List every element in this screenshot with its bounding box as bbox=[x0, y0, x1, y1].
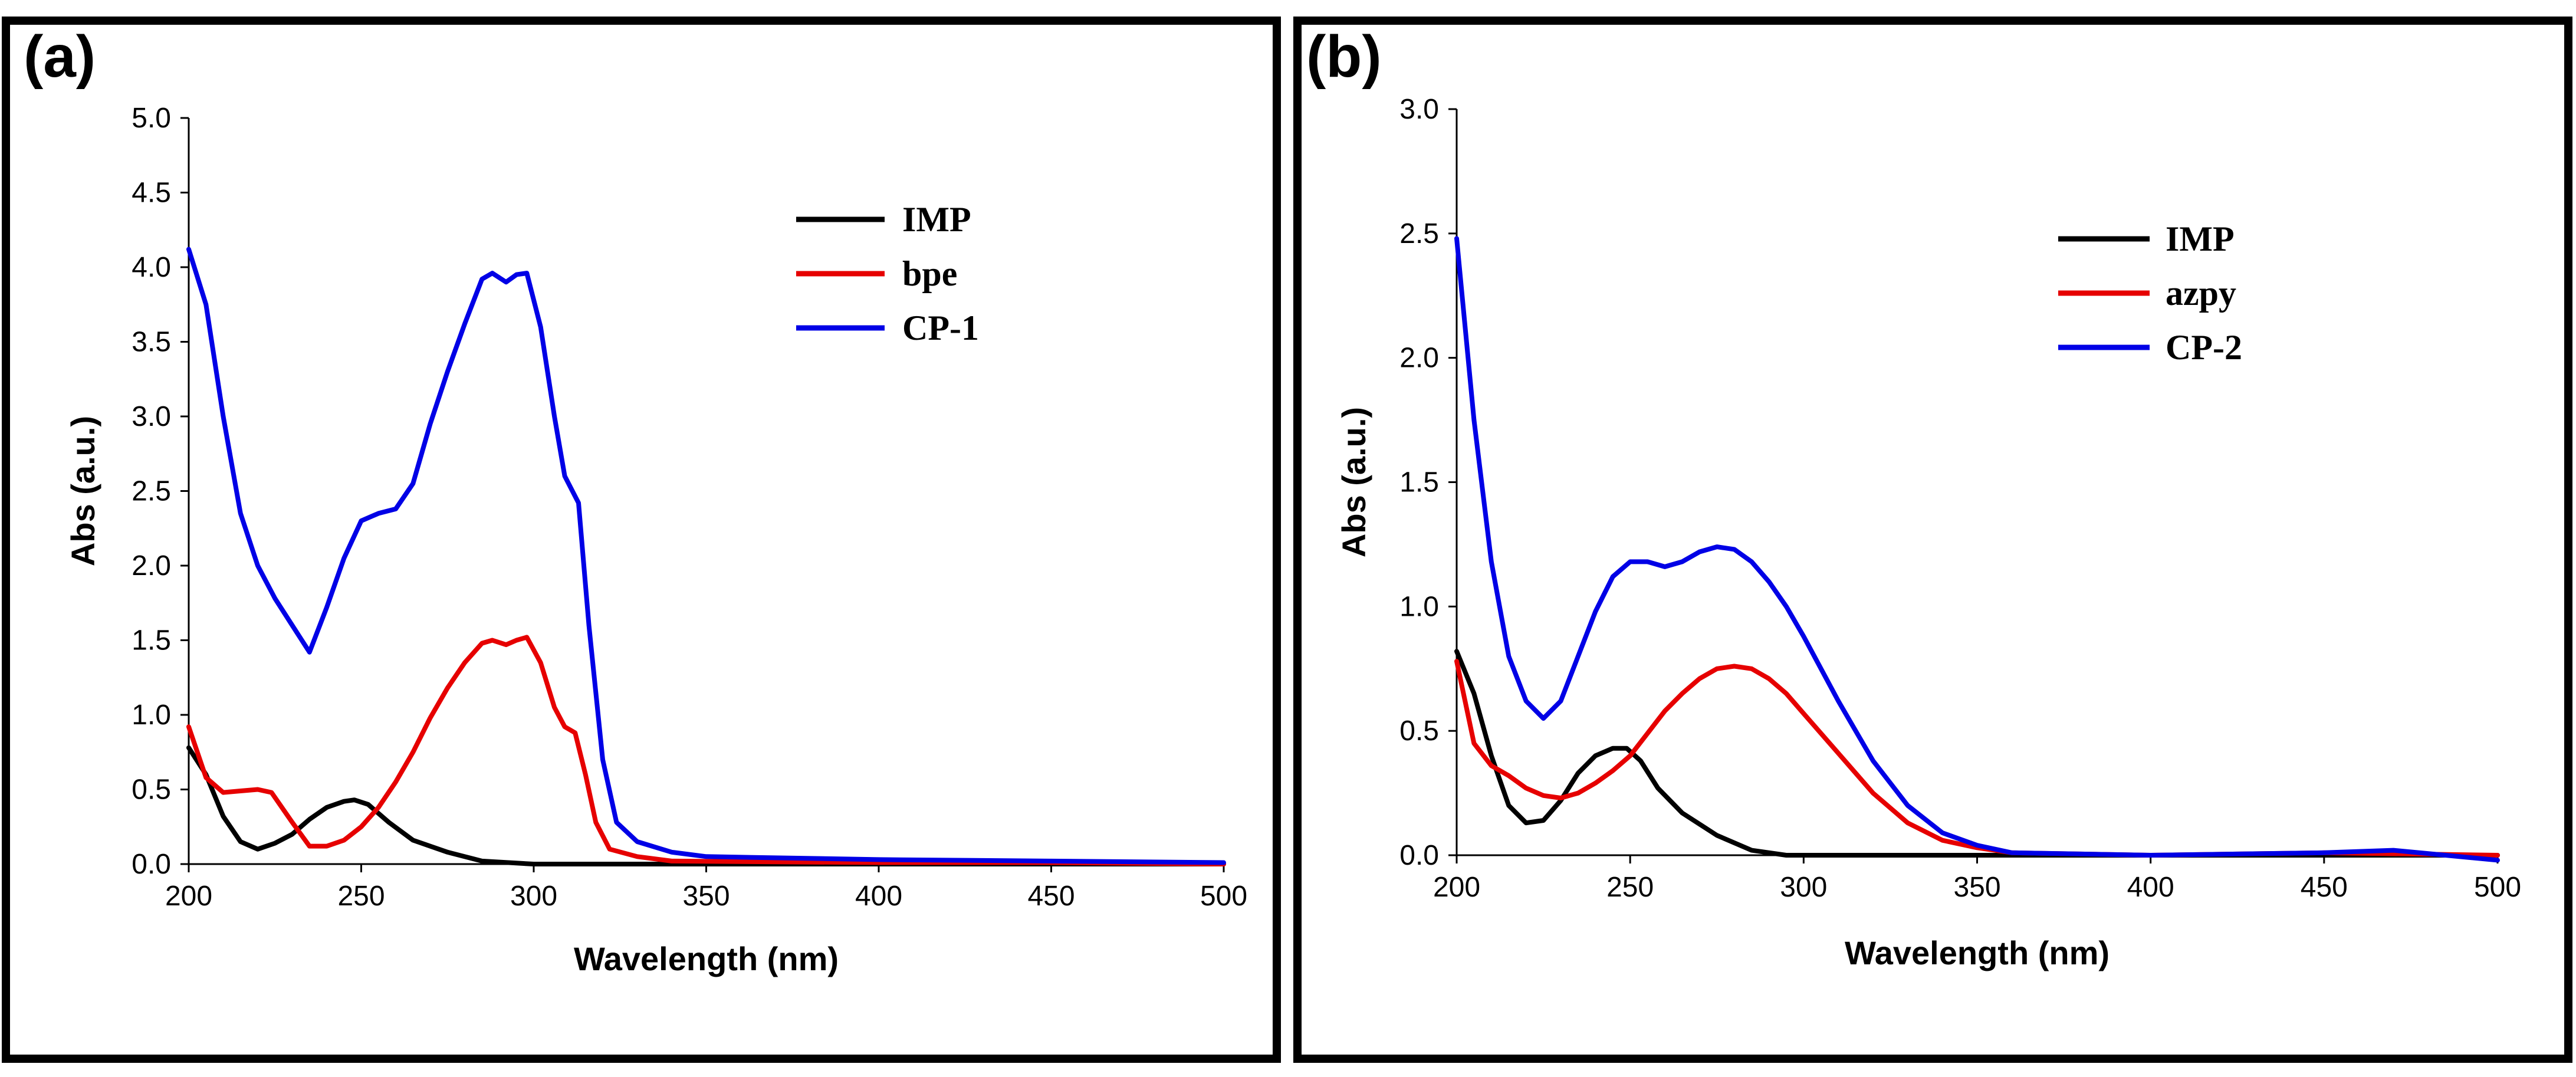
y-tick-label: 1.5 bbox=[1399, 467, 1439, 498]
x-tick-label: 200 bbox=[165, 881, 212, 912]
x-tick-label: 500 bbox=[2474, 872, 2521, 903]
x-tick-label: 450 bbox=[2301, 872, 2348, 903]
panel-label: (a) bbox=[24, 24, 96, 90]
legend-label-imp: IMP bbox=[2166, 219, 2235, 258]
x-tick-label: 400 bbox=[2127, 872, 2174, 903]
x-tick-label: 450 bbox=[1027, 881, 1075, 912]
x-tick-label: 300 bbox=[1780, 872, 1827, 903]
series-line-cp-1 bbox=[186, 247, 1226, 865]
y-tick-label: 1.0 bbox=[132, 700, 171, 731]
y-tick-label: 0.0 bbox=[132, 849, 171, 880]
y-tick-label: 0.5 bbox=[1399, 715, 1439, 747]
panel-b: (b) 200 250 300 350 400 450 500 0.0 0.5 1.0 1.5 2.0 2… bbox=[1306, 24, 2521, 971]
legend-label-cp-1: CP-1 bbox=[902, 308, 979, 347]
series-line-imp bbox=[1454, 649, 2500, 858]
y-tick-label: 5.0 bbox=[132, 103, 171, 134]
y-tick-label: 3.0 bbox=[1399, 94, 1439, 125]
panel-label: (b) bbox=[1306, 24, 1382, 90]
y-axis-title: Abs (a.u.) bbox=[1335, 407, 1372, 557]
y-tick-label: 1.5 bbox=[132, 625, 171, 656]
x-tick-label: 300 bbox=[510, 881, 557, 912]
y-tick-label: 4.5 bbox=[132, 178, 171, 209]
x-axis-title: Wavelength (nm) bbox=[1845, 934, 2110, 971]
legend-label-bpe: bpe bbox=[902, 254, 957, 293]
y-tick-label: 2.0 bbox=[1399, 343, 1439, 374]
y-tick-label: 3.0 bbox=[132, 401, 171, 432]
y-tick-label: 1.0 bbox=[1399, 591, 1439, 622]
panel-b-frame bbox=[1293, 17, 2572, 1063]
y-tick-label: 2.5 bbox=[132, 476, 171, 507]
legend-label-azpy: azpy bbox=[2166, 274, 2236, 313]
x-tick-label: 250 bbox=[1606, 872, 1654, 903]
x-axis-title: Wavelength (nm) bbox=[574, 940, 839, 977]
panel-a: (a) 200 250 300 350 400 450 500 0.0 0.5 1.0 1.5 2.0 2… bbox=[24, 24, 1247, 977]
x-tick-label: 500 bbox=[1200, 881, 1247, 912]
y-tick-label: 2.0 bbox=[132, 550, 171, 582]
series-line-cp-2 bbox=[1454, 236, 2500, 863]
legend-label-cp-2: CP-2 bbox=[2166, 328, 2242, 367]
x-tick-label: 250 bbox=[337, 881, 385, 912]
y-tick-label: 0.5 bbox=[132, 774, 171, 806]
legend-label-imp: IMP bbox=[902, 200, 971, 239]
x-tick-label: 200 bbox=[1433, 872, 1480, 903]
series-line-bpe bbox=[186, 635, 1226, 866]
series-line-azpy bbox=[1454, 659, 2500, 858]
y-tick-label: 2.5 bbox=[1399, 218, 1439, 249]
y-tick-label: 0.0 bbox=[1399, 840, 1439, 871]
series-line-imp bbox=[186, 745, 1226, 866]
y-axis-title: Abs (a.u.) bbox=[64, 416, 101, 566]
y-tick-label: 4.0 bbox=[132, 252, 171, 283]
x-tick-label: 350 bbox=[1953, 872, 2000, 903]
x-tick-label: 350 bbox=[682, 881, 730, 912]
y-tick-label: 3.5 bbox=[132, 327, 171, 358]
x-tick-label: 400 bbox=[855, 881, 902, 912]
panel-a-frame bbox=[2, 17, 1281, 1063]
